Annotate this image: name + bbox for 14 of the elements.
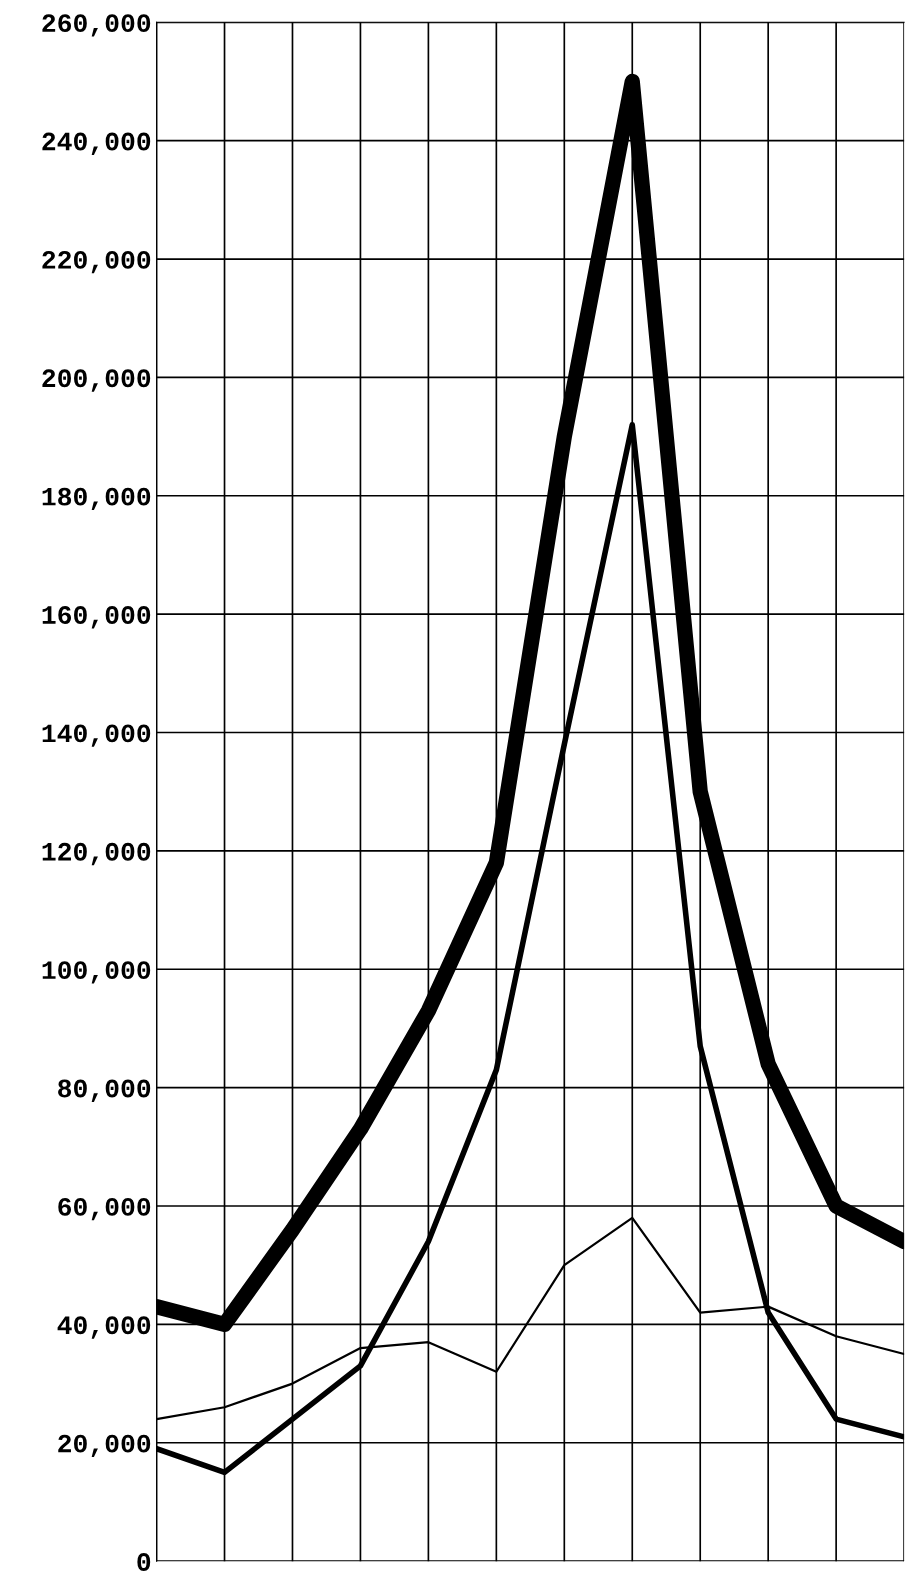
y-tick-label: 40,000 bbox=[57, 1316, 151, 1339]
y-tick-label: 260,000 bbox=[42, 14, 151, 37]
y-tick-label: 80,000 bbox=[58, 1079, 151, 1102]
y-tick-label: 200,000 bbox=[42, 369, 151, 392]
y-tick-label: 180,000 bbox=[42, 487, 151, 511]
y-tick-label: 120,000 bbox=[42, 842, 151, 866]
y-tick-label: 60,000 bbox=[58, 1197, 151, 1221]
y-tick-label: 160,000 bbox=[42, 606, 151, 629]
y-tick-label: 140,000 bbox=[42, 724, 151, 747]
y-tick-label: 240,000 bbox=[42, 132, 151, 155]
y-tick-label: 0 bbox=[137, 1553, 151, 1571]
y-tick-label: 220,000 bbox=[42, 250, 151, 274]
y-tick-label: 100,000 bbox=[42, 961, 151, 984]
y-tick-label: 20,000 bbox=[58, 1434, 151, 1458]
